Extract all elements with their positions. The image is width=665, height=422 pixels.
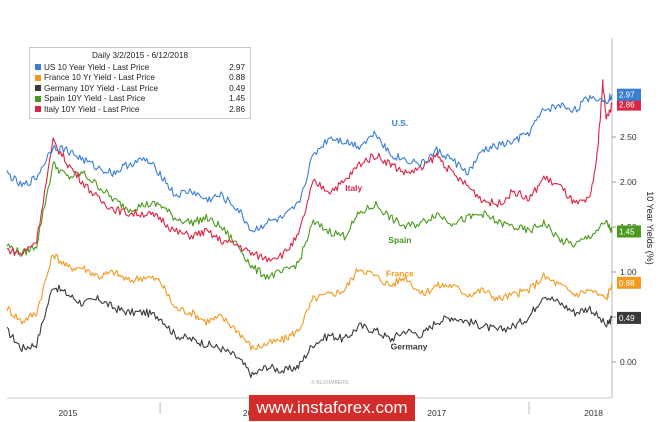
legend-value-germany: 0.49 [229, 83, 245, 93]
value-flag-us [617, 88, 641, 101]
series-label-germany: Germany [391, 341, 428, 351]
series-label-us: U.S. [392, 118, 409, 128]
value-flag-text-germany: 0.49 [619, 314, 635, 323]
legend-label-us: US 10 Year Yield - Last Price [44, 62, 150, 72]
series-line-germany [6, 284, 613, 379]
series-line-spain [6, 161, 613, 280]
value-flag-germany [617, 311, 641, 324]
legend-swatch-germany [35, 85, 41, 92]
legend-value-france: 0.88 [229, 73, 245, 83]
legend-label-italy: Italy 10Y Yield - Last Price [44, 104, 140, 114]
series-label-france: France [386, 269, 414, 279]
value-flag-italy [617, 98, 641, 111]
series-lines [6, 79, 613, 379]
y-tick-label: 2.50 [620, 132, 637, 142]
watermark-banner: www.instaforex.com [249, 395, 415, 421]
value-flag-spain [617, 225, 641, 238]
x-tick-label: 2017 [427, 408, 446, 418]
legend-swatch-france [35, 74, 41, 81]
legend-item-us: US 10 Year Yield - Last Price 2.97 [35, 62, 245, 73]
value-flag-text-italy: 2.86 [619, 101, 635, 110]
legend-value-spain: 1.45 [229, 94, 245, 104]
y-tick-label: 2.00 [620, 177, 637, 187]
x-tick-label: 2015 [58, 408, 77, 418]
legend-label-germany: Germany 10Y Yield - Last Price [44, 83, 159, 93]
value-flag-text-us: 2.97 [619, 91, 635, 100]
legend-item-italy: Italy 10Y Yield - Last Price 2.86 [35, 104, 245, 115]
x-tick-label: 2018 [584, 408, 603, 418]
y-tick-label: 0.00 [620, 357, 637, 367]
series-line-us [6, 93, 613, 233]
legend-item-germany: Germany 10Y Yield - Last Price 0.49 [35, 83, 245, 94]
series-line-france [6, 253, 613, 351]
legend-label-spain: Spain 10Y Yield - Last Price [44, 94, 146, 104]
series-line-italy [7, 79, 613, 263]
value-flag-text-france: 0.88 [619, 279, 635, 288]
legend-swatch-spain [35, 95, 41, 102]
series-label-italy: Italy [345, 183, 362, 193]
legend-item-spain: Spain 10Y Yield - Last Price 1.45 [35, 94, 245, 105]
legend-label-france: France 10 Yr Yield - Last Price [44, 73, 155, 83]
legend-title: Daily 3/2/2015 - 6/12/2018 [91, 51, 189, 60]
legend: Daily 3/2/2015 - 6/12/2018 US 10 Year Yi… [29, 47, 251, 119]
value-flag-text-spain: 1.45 [619, 228, 635, 237]
legend-swatch-us [35, 64, 41, 71]
source-watermark: © BLOOMBERG [311, 379, 348, 386]
legend-value-italy: 2.86 [229, 104, 245, 114]
y-tick-label: 1.00 [620, 267, 637, 277]
series-label-spain: Spain [388, 235, 411, 245]
series-labels: 0.49 Germany 0.88 France 1.45 Spain 2.86 Italy 2… [345, 88, 641, 351]
legend-swatch-italy [35, 106, 41, 113]
value-flag-france [617, 276, 641, 289]
y-axis-label: 10 Year Yields (%) [645, 191, 655, 265]
legend-value-us: 2.97 [229, 62, 245, 72]
legend-item-france: France 10 Yr Yield - Last Price 0.88 [35, 73, 245, 84]
